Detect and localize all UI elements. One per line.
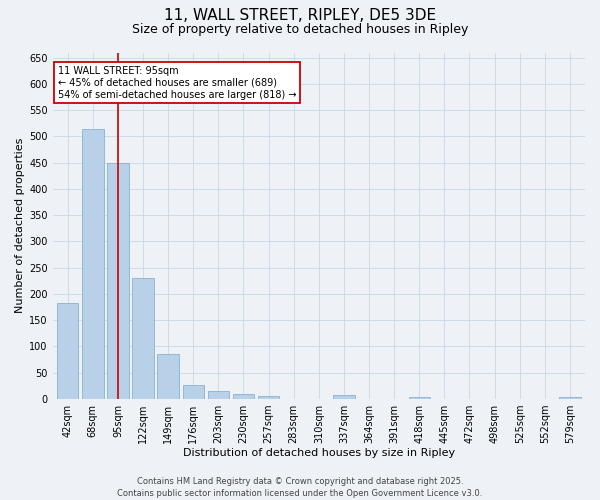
Text: 11 WALL STREET: 95sqm
← 45% of detached houses are smaller (689)
54% of semi-det: 11 WALL STREET: 95sqm ← 45% of detached … [58,66,296,100]
Y-axis label: Number of detached properties: Number of detached properties [15,138,25,314]
X-axis label: Distribution of detached houses by size in Ripley: Distribution of detached houses by size … [183,448,455,458]
Bar [559,397,581,399]
Bar [258,396,279,399]
Bar [107,162,128,399]
Bar [157,354,179,399]
Bar [133,278,154,399]
Text: Contains HM Land Registry data © Crown copyright and database right 2025.
Contai: Contains HM Land Registry data © Crown c… [118,476,482,498]
Bar [57,304,79,399]
Bar [182,386,204,399]
Bar [333,395,355,399]
Bar [82,128,104,399]
Bar [208,391,229,399]
Bar [409,397,430,399]
Text: Size of property relative to detached houses in Ripley: Size of property relative to detached ho… [132,22,468,36]
Bar [233,394,254,399]
Text: 11, WALL STREET, RIPLEY, DE5 3DE: 11, WALL STREET, RIPLEY, DE5 3DE [164,8,436,22]
